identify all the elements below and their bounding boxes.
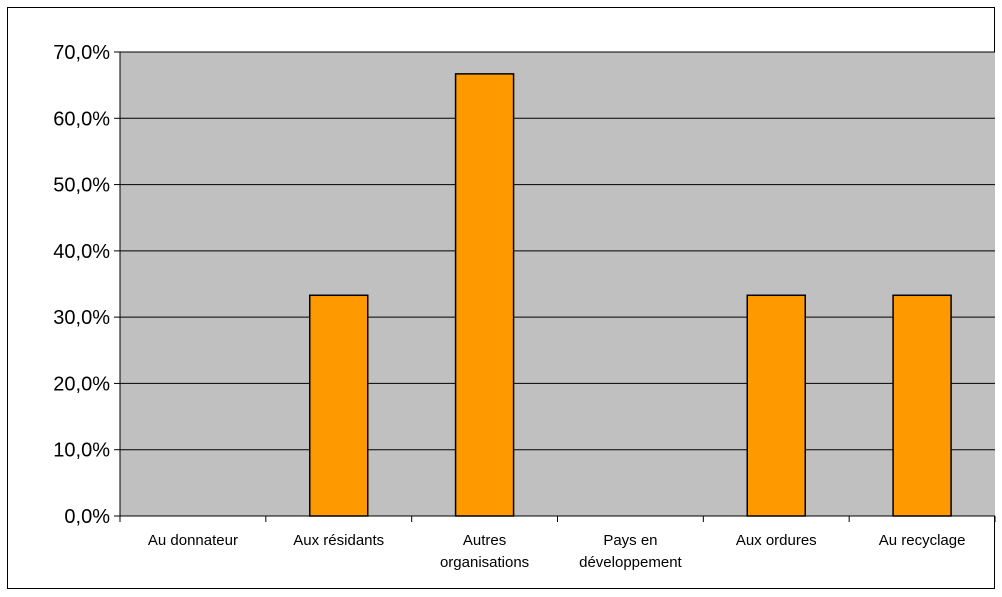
bar [454, 73, 515, 517]
plot-area [120, 52, 995, 516]
gridlines [120, 51, 995, 451]
x-tick-label: Au donnateur [148, 532, 238, 549]
y-tick-label: 40,0% [53, 241, 110, 263]
x-tick-label: Autres organisations [440, 532, 529, 571]
y-tick-label: 30,0% [53, 307, 110, 329]
x-tick-label: Pays en développement [579, 532, 682, 571]
y-tick-label: 50,0% [53, 175, 110, 197]
x-tick-label: Aux ordures [736, 532, 817, 549]
bar [746, 294, 806, 517]
plot-background [120, 52, 995, 516]
y-tick-label: 20,0% [53, 373, 110, 395]
y-tick-label: 0,0% [64, 506, 110, 528]
y-tick-label: 60,0% [53, 108, 110, 130]
y-tick-label: 70,0% [53, 42, 110, 64]
bar [892, 294, 952, 517]
y-tick-label: 10,0% [53, 440, 110, 462]
x-tick-label: Au recyclage [879, 532, 966, 549]
axes [114, 51, 996, 522]
bars [309, 73, 952, 517]
x-tick-label: Aux résidants [293, 532, 384, 549]
bar [309, 294, 369, 517]
axis-labels: 0,0% 10,0% 20,0% 30,0% 40,0% 50,0% 60,0% 70,0% A… [53, 42, 965, 571]
